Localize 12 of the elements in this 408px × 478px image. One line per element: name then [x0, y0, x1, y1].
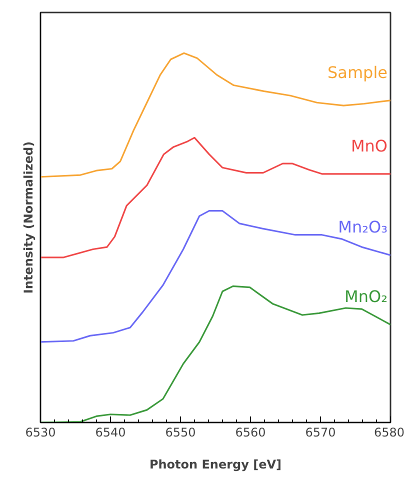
x-tick-label: 6550 — [165, 426, 196, 440]
x-axis-title: Photon Energy [eV] — [149, 458, 282, 472]
x-tick-label: 6580 — [374, 426, 405, 440]
series-label: MnO — [350, 136, 388, 156]
series-label: Mn₂O₃ — [338, 218, 388, 237]
series-label: MnO₂ — [344, 287, 388, 306]
series-label: Sample — [328, 62, 388, 82]
x-tick-label: 6570 — [305, 426, 336, 440]
x-tick-label: 6530 — [25, 426, 56, 440]
y-axis-title: Intensity (Normalized) — [22, 141, 36, 294]
x-tick-label: 6560 — [235, 426, 266, 440]
x-tick-label: 6540 — [95, 426, 126, 440]
